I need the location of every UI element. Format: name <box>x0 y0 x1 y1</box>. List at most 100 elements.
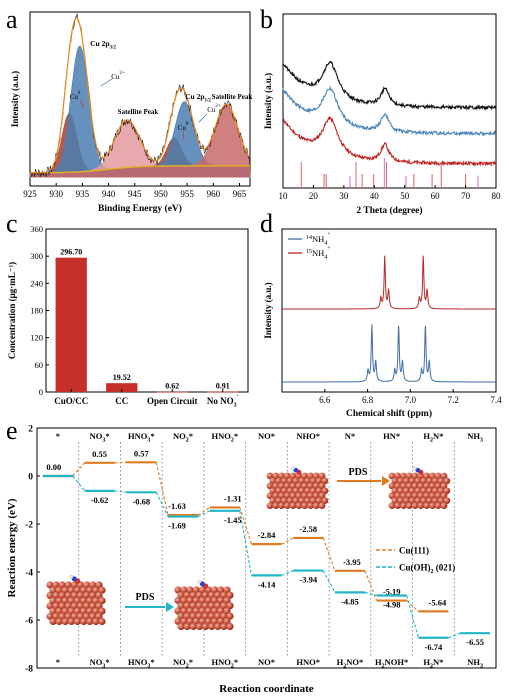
atom <box>177 612 185 620</box>
xps-envelope <box>29 17 250 174</box>
atom <box>292 477 300 485</box>
atom <box>312 502 320 509</box>
tick-label-a-3: 940 <box>102 189 116 199</box>
category-label-1: CC <box>115 396 128 406</box>
atom <box>92 586 100 594</box>
atom <box>304 477 311 485</box>
atom <box>408 497 416 504</box>
tick-label-c-3: 180 <box>30 306 43 316</box>
atom <box>289 492 297 500</box>
connector-1-3 <box>155 492 169 517</box>
tick-label-a-0: 925 <box>23 189 37 199</box>
atom <box>98 607 106 615</box>
tick-label-b-3: 40 <box>370 191 380 201</box>
atom <box>423 502 431 509</box>
atom <box>286 477 294 485</box>
bottom-label-7: H2NO* <box>337 657 364 670</box>
plot-frame-d <box>281 228 497 393</box>
atom <box>214 591 222 599</box>
atom <box>198 596 207 605</box>
atom <box>318 502 326 509</box>
annot-satellite-2: Satellite Peak <box>212 93 253 101</box>
annot-satellite-1: Satellite Peak <box>118 108 159 116</box>
atom <box>61 607 69 615</box>
atom <box>301 482 309 490</box>
nitrogen-atom <box>71 576 77 582</box>
atom <box>443 487 451 495</box>
atom <box>266 492 274 500</box>
tick-label-a-4: 945 <box>128 189 142 199</box>
panel-label-c: c <box>6 209 18 238</box>
connector-0-5 <box>239 507 253 545</box>
annot-arrow-cu0-1 <box>79 99 85 109</box>
energy-label-1-8: -4.98 <box>383 600 401 610</box>
y-axis-label-a: Intensity (a.u.) <box>10 71 20 127</box>
legend-label-d-0: 14NH4+ <box>306 232 331 247</box>
legend-label-e-1: Cu(OH)2 (021) <box>399 563 455 576</box>
atom <box>208 612 216 620</box>
atom <box>189 622 197 631</box>
atom <box>177 591 185 599</box>
atom <box>411 482 419 490</box>
atom <box>304 487 311 495</box>
tick-label-a-8: 965 <box>233 189 247 199</box>
atom <box>266 502 274 509</box>
tick-label-a-2: 935 <box>76 189 90 199</box>
atom <box>226 602 234 610</box>
atom <box>198 617 207 625</box>
atom <box>400 502 407 509</box>
atom <box>89 581 97 589</box>
atom <box>443 497 451 504</box>
atom <box>304 497 311 504</box>
atom <box>405 502 413 509</box>
top-label-10: NH3 <box>467 431 483 444</box>
bar-0 <box>55 257 87 392</box>
tick-label-c-1: 60 <box>35 360 44 370</box>
atom <box>309 477 317 485</box>
hydrogen-atom <box>413 466 417 470</box>
top-label-6: NHO* <box>296 431 320 441</box>
atom <box>98 597 106 605</box>
energy-label-1-7: -4.85 <box>341 596 359 606</box>
atom <box>52 591 60 600</box>
atom <box>92 617 100 626</box>
atom <box>397 487 405 495</box>
annot-cu2plus-2: Cu2+ <box>207 104 221 114</box>
atom <box>272 472 280 480</box>
atom <box>391 497 399 504</box>
atom <box>437 477 445 485</box>
tick-label-e-2: -2 <box>25 521 33 531</box>
atom <box>283 492 291 500</box>
atom <box>301 492 309 500</box>
atom <box>195 591 203 599</box>
nmr-spectrum-1 <box>282 324 496 383</box>
nitrogen-atom <box>415 467 421 473</box>
bar-value-label-0: 296.70 <box>60 248 82 257</box>
atom <box>295 492 303 500</box>
atom <box>95 591 103 600</box>
atom <box>192 607 200 615</box>
atom <box>275 487 283 495</box>
atom <box>220 591 228 599</box>
atom <box>426 477 433 485</box>
pds-arrowhead-orange <box>382 476 390 486</box>
atom <box>180 607 188 615</box>
connector-1-7 <box>322 570 336 593</box>
atom <box>192 596 200 605</box>
atom <box>73 607 82 615</box>
atom <box>429 502 436 509</box>
atom <box>309 497 317 504</box>
energy-label-0-3: -1.63 <box>168 501 186 511</box>
atom <box>205 617 213 625</box>
energy-label-1-9: -6.74 <box>425 642 443 652</box>
atom <box>220 602 228 610</box>
atom <box>431 477 439 485</box>
energy-label-1-2: -0.68 <box>132 496 150 506</box>
tick-label-a-6: 955 <box>180 189 194 199</box>
atom <box>189 602 197 610</box>
top-label-7: N* <box>345 431 355 441</box>
atom <box>52 612 60 620</box>
y-axis-label-e: Reaction energy (eV) <box>6 498 18 597</box>
atom <box>283 472 291 480</box>
atom <box>417 492 425 500</box>
